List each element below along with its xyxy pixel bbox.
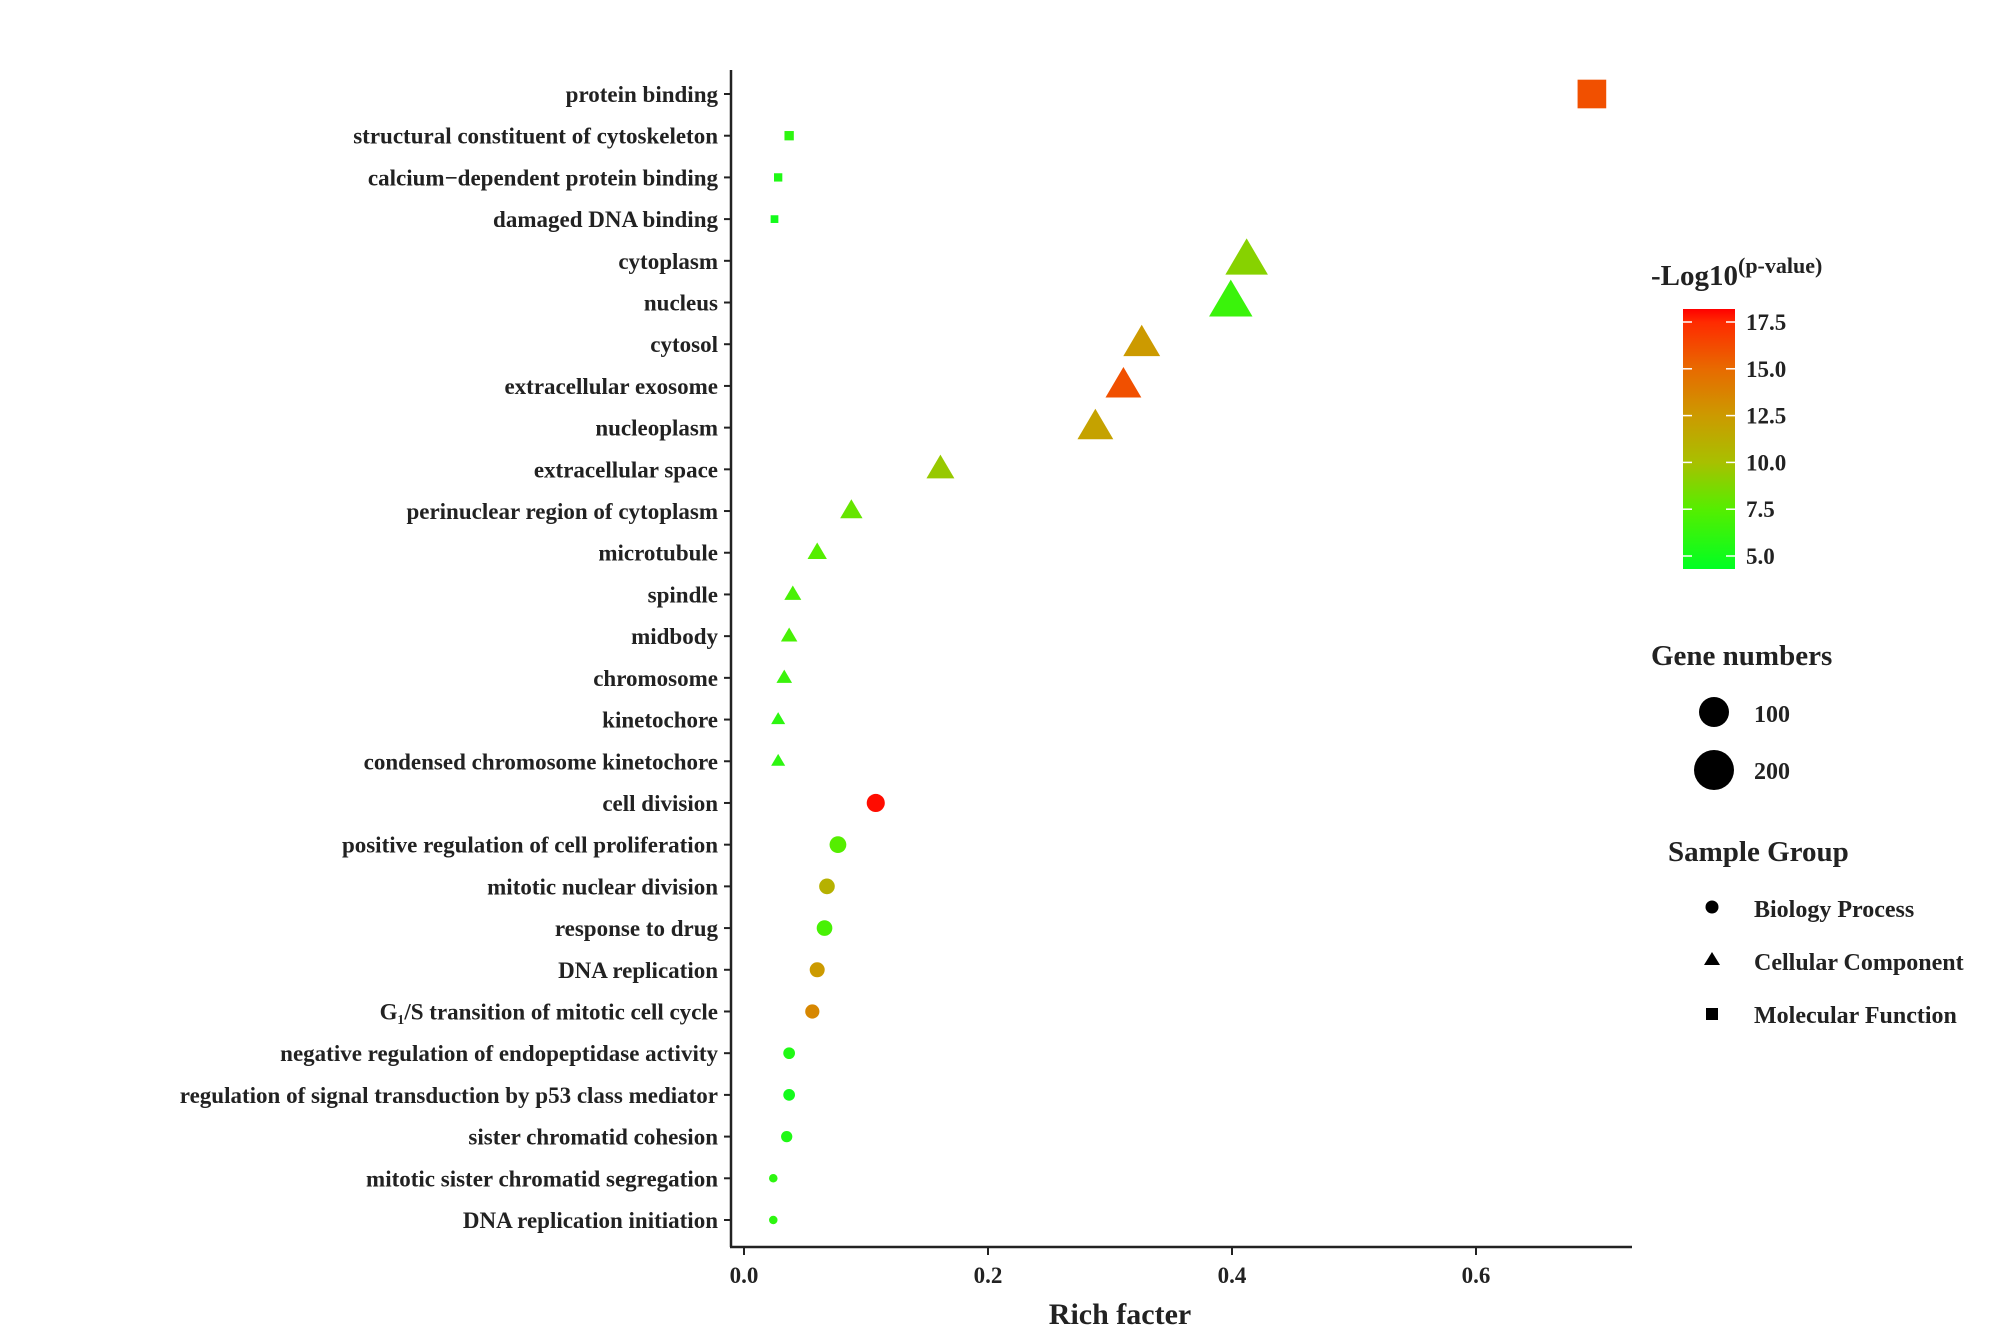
point-nucleus	[1209, 279, 1253, 317]
y-tick-label: sister chromatid cohesion	[468, 1125, 718, 1150]
point-dna-replication-initiation	[769, 1215, 778, 1225]
legend-triangle-icon	[1704, 952, 1720, 965]
y-tick-label: extracellular space	[534, 457, 718, 482]
legend-label-biology-process: Biology Process	[1754, 897, 1914, 923]
x-tick-label: 0.0	[730, 1263, 759, 1288]
point-sister-chromatid-cohesion	[781, 1130, 793, 1143]
color-legend-title: -Log10(p-value)	[1651, 253, 1822, 292]
y-tick-label: microtubule	[598, 541, 718, 566]
color-bar-tick-label: 15.0	[1746, 357, 1786, 382]
point-chromosome	[776, 669, 793, 683]
axes	[729, 70, 1632, 1249]
y-tick-label: mitotic nuclear division	[487, 874, 718, 899]
y-tick-label: extracellular exosome	[504, 374, 718, 399]
size-legend-100-marker	[1699, 697, 1729, 727]
point-perinuclear-region-of-cytoplasm	[840, 499, 863, 519]
x-axis-title: Rich facter	[1049, 1298, 1191, 1331]
shape-legend-title: Sample Group	[1668, 836, 1849, 868]
y-tick-label: positive regulation of cell proliferatio…	[342, 833, 718, 858]
y-tick-label: nucleoplasm	[595, 416, 718, 441]
y-tick-label: calcium−dependent protein binding	[368, 165, 719, 190]
shape-legend: Sample Group Biology Process Cellular Co…	[1668, 836, 1964, 1029]
color-legend: -Log10(p-value) 17.5 15.0 12.5 10.0 7.5 5.0	[1651, 253, 1822, 569]
y-tick-label: cell division	[602, 791, 718, 816]
point-cell-division	[866, 793, 885, 813]
point-dna-replication	[809, 962, 825, 978]
y-tick-label: cytoplasm	[618, 249, 718, 274]
y-tick-label: midbody	[631, 624, 718, 649]
y-tick-label: cytosol	[650, 332, 718, 357]
point-cytoplasm	[1225, 238, 1268, 275]
y-tick-label: response to drug	[555, 916, 719, 941]
legend-label-molecular-function: Molecular Function	[1754, 1003, 1957, 1029]
size-legend-200-marker	[1694, 750, 1734, 790]
legend-label-cellular-component: Cellular Component	[1754, 950, 1964, 976]
size-legend-title: Gene numbers	[1651, 640, 1832, 672]
point-mitotic-nuclear-division	[819, 878, 835, 895]
point-spindle	[784, 585, 802, 600]
y-tick-label: kinetochore	[602, 708, 718, 733]
y-tick-label: perinuclear region of cytoplasm	[406, 499, 718, 524]
legend-square-icon	[1706, 1008, 1718, 1020]
y-tick-label: protein binding	[566, 82, 719, 107]
point-response-to-drug	[816, 920, 833, 936]
point-structural-constituent-of-cytoskeleton	[784, 131, 794, 141]
y-tick-label: condensed chromosome kinetochore	[364, 749, 718, 774]
y-tick-label: spindle	[648, 582, 718, 607]
point-nucleoplasm	[1077, 408, 1114, 440]
point-midbody	[780, 627, 798, 642]
point-negative-regulation-of-endopeptidase-activity	[783, 1047, 796, 1060]
color-bar-tick-label: 10.0	[1746, 450, 1786, 475]
size-legend-100-label: 100	[1754, 702, 1790, 728]
legend-circle-icon	[1705, 900, 1719, 914]
point-protein-binding	[1577, 79, 1607, 109]
point-g-s-transition-of-mitotic-cell-cycle	[805, 1004, 820, 1019]
point-damaged-dna-binding	[770, 215, 779, 223]
point-positive-regulation-of-cell-proliferation	[829, 836, 847, 854]
y-tick-label: regulation of signal transduction by p53…	[180, 1083, 718, 1108]
y-tick-label: nucleus	[644, 291, 718, 316]
size-legend: Gene numbers 100 200	[1651, 640, 1832, 790]
color-bar-tick-label: 17.5	[1746, 310, 1786, 335]
point-cytosol	[1123, 324, 1161, 357]
size-legend-200-label: 200	[1754, 759, 1790, 785]
color-bar-tick-label: 12.5	[1746, 404, 1786, 429]
point-condensed-chromosome-kinetochore	[771, 753, 786, 766]
y-tick-label: negative regulation of endopeptidase act…	[280, 1041, 718, 1066]
point-extracellular-exosome	[1105, 367, 1142, 398]
y-tick-label: mitotic sister chromatid segregation	[366, 1166, 718, 1191]
y-tick-label: G₁/S transition of mitotic cell cycle	[380, 999, 718, 1024]
point-calcium-dependent-protein-binding	[774, 173, 783, 182]
point-mitotic-sister-chromatid-segregation	[769, 1174, 778, 1183]
point-extracellular-space	[926, 454, 955, 479]
y-tick-label: chromosome	[593, 666, 718, 691]
color-bar-tick-label: 5.0	[1746, 544, 1775, 569]
color-bar-tick-label: 7.5	[1746, 497, 1775, 522]
color-bar	[1683, 309, 1735, 569]
x-tick-label: 0.4	[1218, 1263, 1247, 1288]
x-tick-label: 0.6	[1462, 1263, 1491, 1288]
y-tick-label: DNA replication	[558, 958, 718, 983]
point-microtubule	[807, 542, 827, 560]
y-tick-label: structural constituent of cytoskeleton	[353, 124, 718, 149]
y-tick-label: damaged DNA binding	[493, 207, 718, 232]
point-kinetochore	[771, 712, 786, 725]
y-tick-label: DNA replication initiation	[463, 1208, 718, 1233]
point-regulation-of-signal-transduction-by-p53-class-mediator	[783, 1089, 796, 1101]
x-tick-label: 0.2	[974, 1263, 1003, 1288]
